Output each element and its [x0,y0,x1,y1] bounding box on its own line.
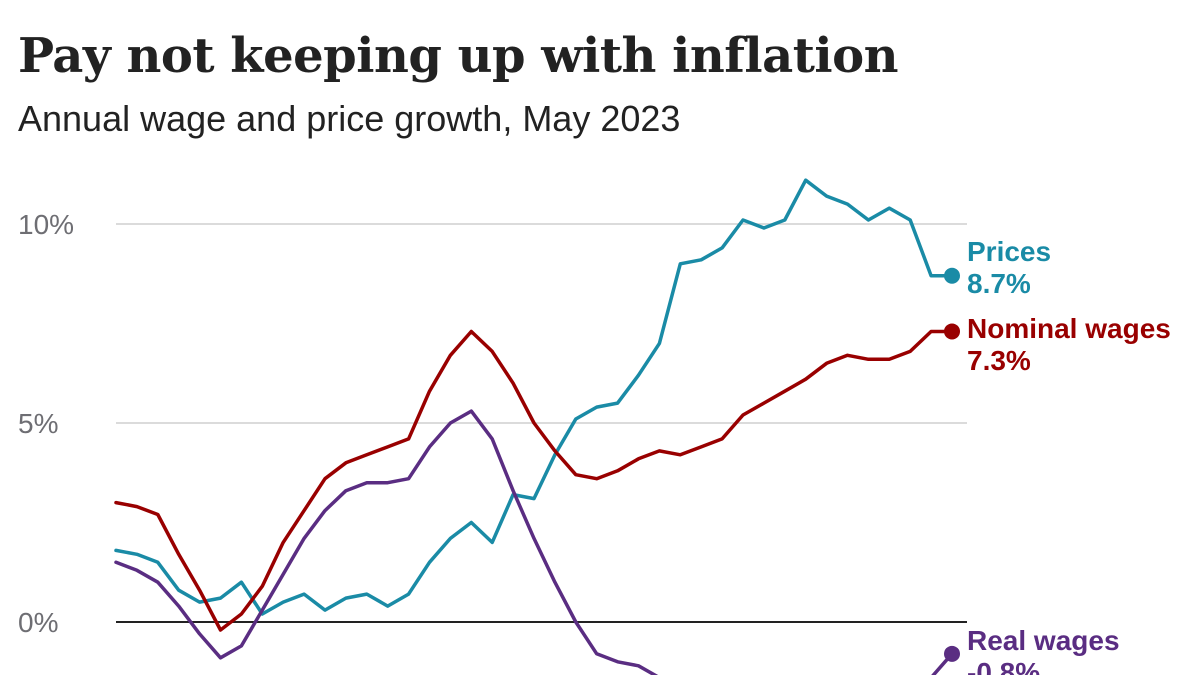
series-value-label-real-wages: -0.8% [967,657,1040,675]
chart-subtitle: Annual wage and price growth, May 2023 [18,98,681,139]
series-label-nominal-wages: Nominal wages [967,313,1171,344]
series-value-label-nominal-wages: 7.3% [967,345,1031,376]
series-line-prices [114,178,954,616]
y-tick-label: 5% [18,408,58,439]
end-marker-prices [944,267,960,284]
series-line-nominal-wages [114,329,954,632]
chart-title: Pay not keeping up with inflation [18,28,899,84]
series-value-label-prices: 8.7% [967,268,1031,299]
y-tick-label: 10% [18,209,74,240]
series-lines [114,178,960,675]
end-marker-real-wages [944,645,960,662]
series-line-real-wages [114,409,954,675]
series-label-real-wages: Real wages [967,625,1120,656]
gridlines: 0% 5% 10% [18,209,967,638]
end-marker-nominal-wages [944,323,960,340]
y-tick-label: 0% [18,607,58,638]
series-label-prices: Prices [967,236,1051,267]
